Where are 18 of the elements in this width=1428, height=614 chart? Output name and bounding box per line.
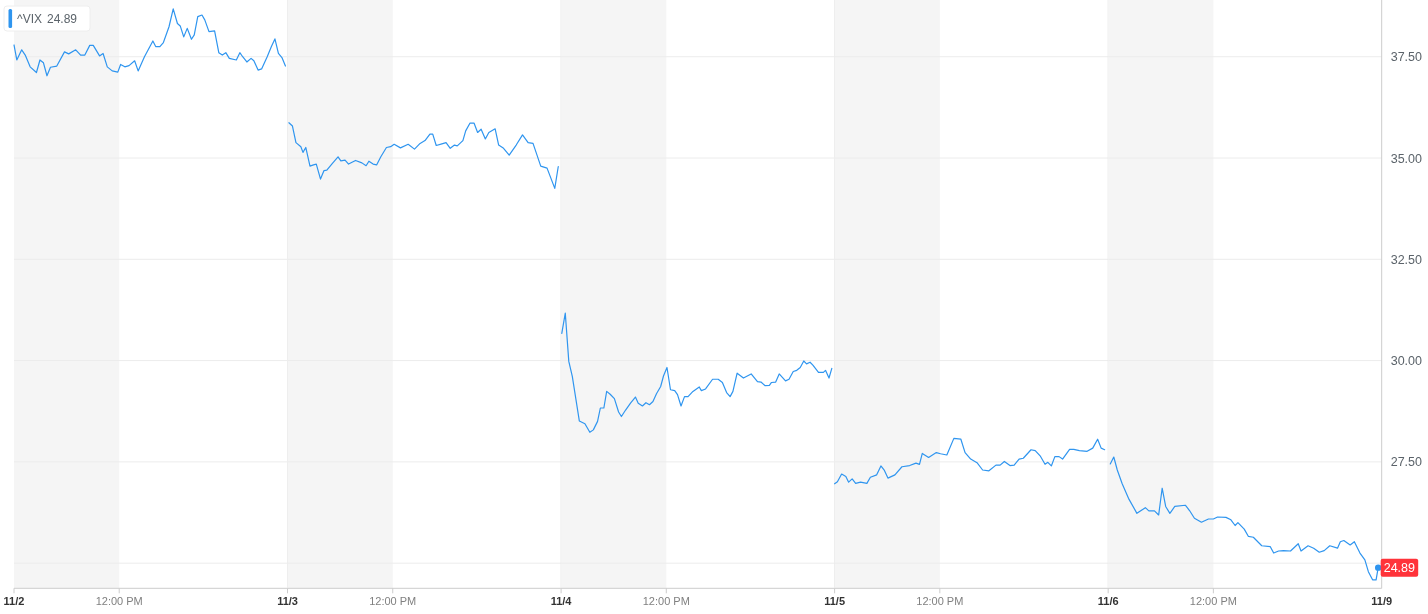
x-tick-label: 11/3 — [277, 595, 298, 608]
y-tick-label: 32.50 — [1390, 252, 1423, 267]
x-tick-label: 11/4 — [550, 595, 573, 608]
y-tick-label: 27.50 — [1390, 455, 1423, 470]
x-tick-label: 11/2 — [3, 595, 25, 608]
y-tick-label: 35.00 — [1390, 151, 1423, 166]
x-tick-label: 12:00 PM — [95, 595, 143, 608]
x-tick-label: 12:00 PM — [1189, 595, 1237, 608]
x-tick-label: 12:00 PM — [642, 595, 690, 608]
x-tick-label: 12:00 PM — [369, 595, 417, 608]
y-tick-label: 30.00 — [1390, 354, 1423, 369]
x-tick-label: 12:00 PM — [916, 595, 964, 608]
x-tick-label: 11/6 — [1097, 595, 1119, 608]
y-tick-label: 37.50 — [1390, 50, 1423, 65]
legend-label: ^VIX — [17, 12, 42, 26]
text: 11/9 — [1371, 595, 1393, 608]
x-tick-label: 11/5 — [824, 595, 846, 608]
text: 24.89 — [46, 12, 78, 26]
